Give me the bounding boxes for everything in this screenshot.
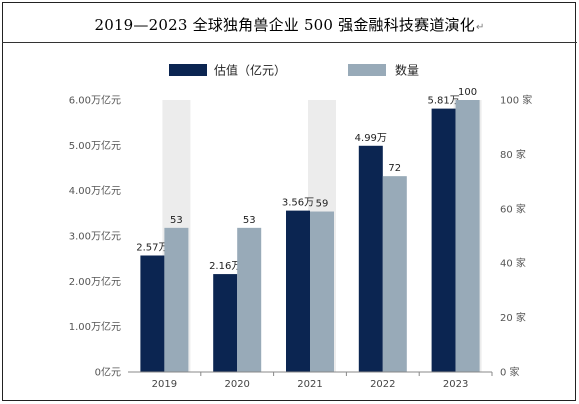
chart-title: 2019—2023 全球独角兽企业 500 强金融科技赛道演化↵ (94, 16, 485, 34)
x-tick-label-2022: 2022 (370, 379, 395, 390)
count-label-2021: 59 (316, 199, 329, 210)
valuation-bar-2022 (358, 145, 383, 372)
y-left-tick-label: 4.00万亿元 (69, 184, 121, 197)
legend-swatch-count (348, 64, 386, 76)
y-right-tick-label: 20 家 (500, 311, 526, 324)
valuation-bar-2021 (286, 210, 310, 372)
valuation-label-2021: 3.56万 (282, 198, 314, 209)
paragraph-mark: ↵ (475, 22, 485, 33)
valuation-label-2019: 2.57万 (136, 242, 168, 253)
count-label-2020: 53 (243, 215, 256, 226)
y-left-tick-label: 2.00万亿元 (69, 275, 121, 288)
y-left-tick-label: 5.00万亿元 (69, 139, 121, 152)
count-label-2022: 72 (388, 163, 401, 174)
valuation-label-2022: 4.99万 (355, 133, 387, 144)
count-bar-2020 (237, 227, 262, 372)
legend-label-valuation: 估值（亿元） (214, 63, 286, 78)
y-right-tick-label: 80 家 (500, 148, 526, 161)
y-left-tick-label: 6.00万亿元 (69, 94, 121, 107)
y-right-tick-label: 0 家 (500, 366, 520, 379)
valuation-bar-2023 (431, 108, 456, 372)
y-right-tick-label: 100 家 (500, 94, 532, 107)
y-left-tick-label: 0亿元 (95, 366, 121, 379)
count-label-2023: 100 (458, 87, 477, 98)
y-left-tick-label: 1.00万亿元 (69, 320, 121, 333)
count-bar-2019 (164, 227, 189, 372)
x-tick-label-2021: 2021 (297, 379, 322, 390)
valuation-bar-2019 (140, 255, 165, 372)
y-right-tick-label: 60 家 (500, 202, 526, 215)
valuation-label-2020: 2.16万 (209, 261, 241, 272)
count-bar-2023 (455, 100, 480, 372)
x-tick-label-2020: 2020 (224, 379, 249, 390)
y-left-tick-label: 3.00万亿元 (69, 230, 121, 243)
x-tick-label-2019: 2019 (152, 379, 177, 390)
valuation-label-2023: 5.81万 (427, 96, 459, 107)
count-bar-2021 (310, 211, 334, 372)
title-divider (2, 42, 577, 43)
legend-swatch-valuation (169, 64, 207, 76)
x-tick-label-2023: 2023 (443, 379, 468, 390)
valuation-bar-2020 (213, 274, 238, 372)
count-label-2019: 53 (170, 215, 183, 226)
legend-label-count: 数量 (395, 63, 419, 78)
y-right-tick-label: 40 家 (500, 257, 526, 270)
count-bar-2022 (382, 176, 407, 372)
